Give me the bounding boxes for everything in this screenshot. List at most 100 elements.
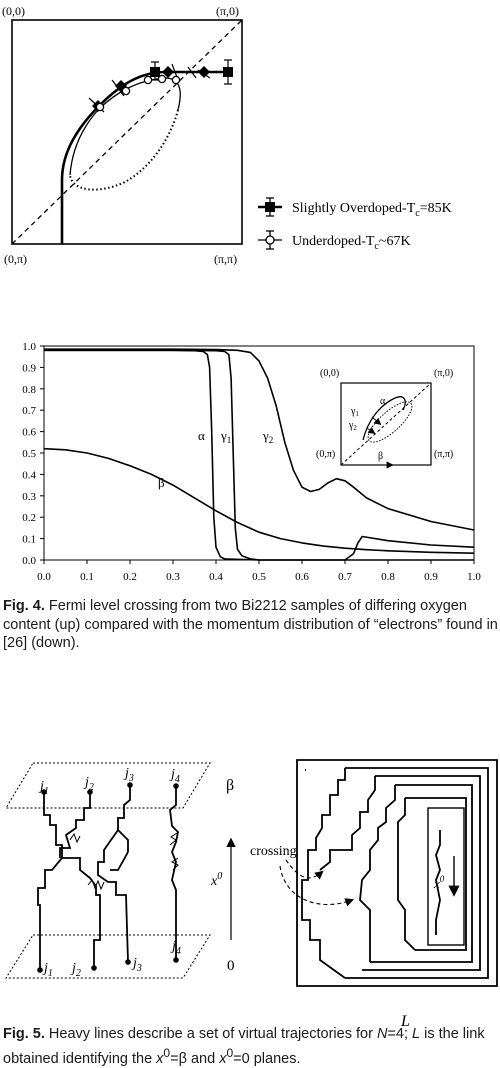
figure5-trajectories: j1 j2 j3 j4 j1 j2 j3 j4 β 0 x0: [5, 762, 236, 979]
brillouin-zone-box: [11, 19, 243, 245]
corner-bottom-left: (0,π): [4, 252, 27, 266]
underdoped-marker: [171, 75, 181, 85]
legend-overdoped: Slightly Overdoped-Tc=85K: [258, 197, 452, 219]
fig5-caption-text: is the link obtained identifying the: [3, 1026, 485, 1067]
crossing-label: crossing: [250, 844, 297, 859]
underdoped-marker: [157, 74, 167, 84]
underdoped-dotted-segment: [68, 109, 180, 191]
figure5-link: x0 crossing L: [250, 759, 498, 1030]
curve-label-gamma1: γ1: [220, 428, 231, 445]
inset-corner-bottom-right: (π,π): [434, 449, 453, 460]
fig5-caption-text: =0 planes.: [233, 1050, 301, 1067]
y-tick-label: 0.7: [22, 405, 36, 417]
inset-corner-top-right: (π,0): [434, 368, 453, 379]
fig5-caption-sup: 0: [163, 1045, 171, 1060]
x-tick-label: 1.0: [467, 571, 481, 583]
beta-plane: [5, 762, 211, 809]
x-tick-label: 0.1: [80, 571, 94, 583]
y-tick-label: 0.9: [22, 362, 36, 374]
fig5-caption-text: =4;: [387, 1026, 413, 1042]
inset-label-beta: β: [378, 451, 383, 462]
series-line-γ2: [44, 348, 475, 531]
x-tick-label: 0.9: [424, 571, 438, 583]
fig5-caption-text: =β and: [170, 1050, 220, 1067]
link-frames: [296, 759, 498, 987]
fig5-caption-text: Heavy lines describe a set of virtual tr…: [44, 1026, 377, 1042]
corner-bottom-right: (π,π): [214, 252, 237, 266]
x-tick-label: 0.3: [166, 571, 180, 583]
zone-diagonal: [11, 19, 243, 245]
top-label-j3: j3: [123, 766, 134, 784]
y-tick-label: 0.0: [22, 555, 36, 567]
link-x0-label: x0: [433, 874, 445, 891]
fig4-caption-text: Fermi level crossing from two Bi2212 sam…: [3, 598, 498, 651]
series-line-β: [43, 447, 475, 554]
y-tick-label: 0.3: [22, 491, 36, 503]
bottom-label-j3: j3: [131, 956, 142, 974]
crossing-arrow-lower: [279, 865, 355, 907]
inset-label-gamma1: γ1: [350, 406, 359, 418]
beta-plane-label: β: [226, 777, 234, 794]
fig5-caption-label: Fig. 5.: [3, 1026, 45, 1042]
link-label: L: [400, 1013, 410, 1030]
x-tick-label: 0.8: [381, 571, 395, 583]
curve-label-beta: β: [158, 475, 165, 490]
y-tick-label: 0.6: [22, 427, 36, 439]
bottom-label-j4: j4: [170, 939, 181, 957]
x-tick-label: 0.2: [123, 571, 137, 583]
inset-label-alpha: α: [380, 396, 386, 407]
overdoped-error-bars: [88, 59, 232, 113]
fig5-caption-x: x: [156, 1050, 164, 1067]
fig5-caption: Fig. 5. Heavy lines describe a set of vi…: [3, 1025, 500, 1068]
top-label-j4: j4: [169, 767, 180, 785]
trajectory-lines: [37, 785, 179, 970]
zero-plane: [5, 934, 211, 979]
overdoped-marker: [198, 66, 210, 78]
y-tick-label: 0.5: [22, 448, 36, 460]
legend-underdoped-label: Underdoped-Tc~67K: [292, 234, 411, 252]
corner-top-left: (0,0): [2, 4, 25, 18]
x-tick-label: 0.7: [338, 571, 352, 583]
fig5-caption-x: x: [219, 1050, 227, 1067]
inset-corner-top-left: (0,0): [320, 368, 339, 379]
inset-corner-bottom-left: (0,π): [316, 449, 335, 460]
fig4-caption: Fig. 4. Fermi level crossing from two Bi…: [3, 597, 500, 653]
overdoped-marker: [150, 67, 160, 77]
chart-inset: (0,0) (π,0) (0,π) (π,π) α γ1 γ2 β: [316, 368, 453, 469]
bottom-label-j1: j1: [42, 961, 53, 979]
fig5-caption-l: L: [412, 1026, 421, 1042]
series-line-γ1: [44, 349, 475, 561]
y-tick-label: 0.1: [22, 534, 36, 546]
bottom-label-j2: j2: [70, 961, 81, 979]
y-tick-label: 1.0: [22, 341, 36, 353]
underdoped-marker: [95, 102, 105, 112]
trajectory-zigzags: [69, 832, 179, 891]
link-inner-trajectories: [301, 768, 441, 979]
zero-plane-label: 0: [227, 958, 235, 974]
overdoped-marker: [223, 67, 233, 77]
curve-label-gamma2: γ2: [262, 428, 273, 445]
y-tick-label: 0.2: [22, 512, 36, 524]
y-tick-label: 0.4: [22, 469, 36, 481]
y-tick-label: 0.8: [22, 384, 36, 396]
top-label-j1: j1: [38, 779, 49, 797]
x-tick-label: 0.0: [37, 571, 51, 583]
corner-top-right: (π,0): [216, 4, 239, 18]
crossing-arrow-upper: [285, 859, 324, 880]
trajectory-endpoints: [37, 782, 179, 973]
underdoped-marker: [143, 75, 153, 85]
curve-label-alpha: α: [198, 428, 205, 443]
overdoped-marker: [162, 66, 174, 78]
inset-label-gamma2: γ2: [348, 420, 357, 432]
legend-overdoped-label: Slightly Overdoped-Tc=85K: [292, 201, 452, 219]
chart-series-group: [43, 348, 475, 561]
x-tick-label: 0.5: [252, 571, 266, 583]
underdoped-marker: [121, 86, 131, 96]
legend-underdoped: Underdoped-Tc~67K: [258, 230, 411, 252]
x-tick-label: 0.6: [295, 571, 309, 583]
fig4-caption-label: Fig. 4.: [3, 598, 45, 614]
fig5-caption-n: N: [376, 1026, 388, 1042]
fig5-caption-sup: 0: [226, 1045, 234, 1060]
chart-ticks: 0.0 0.1 0.2 0.3 0.4 0.5 0.6 0.7 0.8 0.9 1.0 0.0 0.1 0…: [22, 341, 481, 583]
